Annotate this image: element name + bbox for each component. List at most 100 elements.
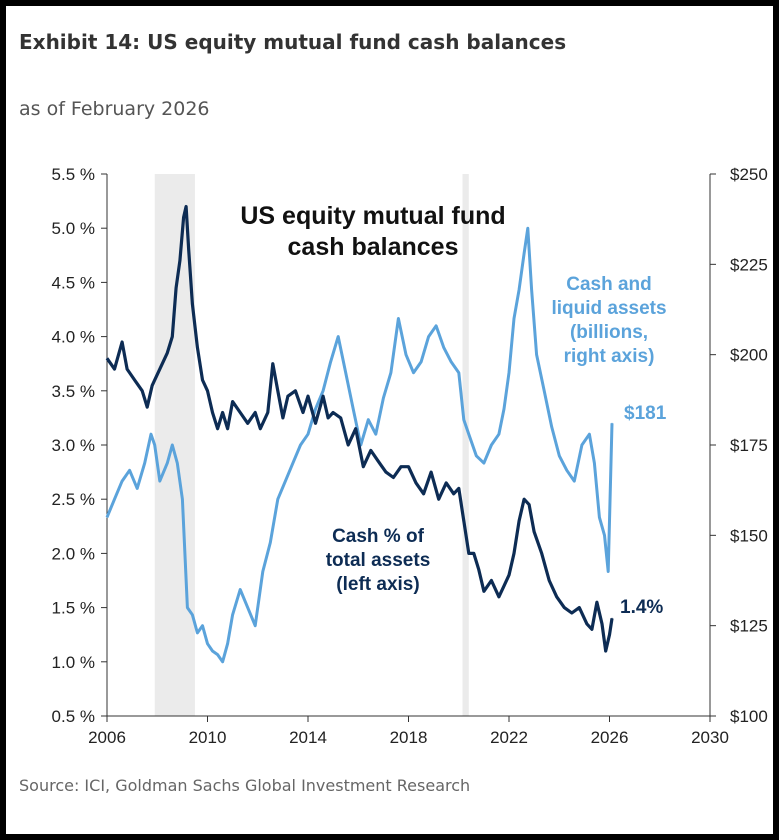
data-point [314, 408, 317, 410]
cash-assets-series [105, 226, 614, 664]
data-point [136, 487, 138, 489]
data-point [591, 628, 593, 630]
left-y-tick-label: 3.5 % [52, 382, 95, 401]
right-y-tick-label: $250 [730, 165, 768, 184]
data-point [287, 395, 289, 397]
chart-inner-title: cash balances [288, 233, 459, 261]
data-point [269, 542, 271, 544]
data-point [106, 516, 108, 518]
exhibit-title: Exhibit 14: US equity mutual fund cash b… [19, 30, 567, 54]
data-point [302, 411, 304, 414]
data-point [196, 632, 198, 634]
data-point [355, 428, 357, 430]
data-point [206, 390, 209, 392]
data-point [508, 574, 510, 576]
data-point [463, 520, 465, 522]
data-point [543, 390, 545, 392]
data-point [551, 426, 553, 428]
data-point [191, 614, 193, 616]
data-point [307, 433, 309, 435]
data-point [571, 612, 573, 614]
data-point [201, 379, 204, 381]
data-point [563, 607, 565, 609]
data-point [588, 433, 591, 435]
data-point [150, 433, 152, 435]
chart-annotations: US equity mutual fund cash balances Cash a… [240, 202, 666, 618]
data-point [392, 476, 394, 479]
data-point [175, 287, 177, 289]
data-point [541, 552, 543, 555]
data-point [159, 480, 161, 482]
data-point [239, 588, 241, 591]
data-point [420, 361, 422, 363]
data-point [151, 384, 153, 386]
data-point [548, 579, 550, 582]
data-point [435, 325, 437, 327]
left-y-tick-label: 0.5 % [52, 707, 95, 726]
data-point [146, 406, 148, 408]
data-point [598, 516, 601, 518]
x-tick-label: 2030 [691, 728, 729, 747]
data-point [121, 480, 123, 482]
data-point [415, 482, 417, 484]
data-point [186, 607, 188, 609]
data-point [531, 289, 533, 291]
x-tick-label: 2010 [189, 728, 227, 747]
data-point [307, 395, 309, 397]
cash-assets-label: (billions, [570, 322, 648, 343]
data-point [314, 422, 317, 424]
data-point [518, 520, 520, 522]
data-point [611, 422, 613, 424]
data-point [340, 417, 342, 419]
data-point [382, 397, 384, 399]
source-note: Source: ICI, Goldman Sachs Global Invest… [19, 776, 471, 795]
data-point [438, 498, 440, 500]
data-point [556, 596, 558, 598]
data-point [181, 498, 183, 500]
data-point [443, 346, 445, 348]
data-point [322, 390, 324, 392]
data-point [217, 654, 219, 656]
data-point [166, 462, 168, 464]
data-point [405, 354, 407, 356]
left-y-tick-label: 4.5 % [52, 273, 95, 292]
data-point [430, 471, 432, 473]
data-point [259, 428, 261, 430]
data-point [217, 428, 219, 430]
chart-axes: 2006 2010 2014 2018 2022 2026 2030 0.5 % 1.0 % 1.… [52, 165, 768, 747]
data-point [292, 462, 294, 464]
data-point [375, 433, 377, 435]
left-y-tick-label: 2.5 % [52, 490, 95, 509]
data-point [227, 643, 229, 645]
data-point [299, 444, 302, 446]
data-point [581, 444, 583, 446]
data-point [337, 336, 339, 338]
data-point [345, 372, 347, 374]
data-point [367, 419, 369, 421]
data-point [362, 466, 364, 468]
left-y-tick-label: 3.0 % [52, 436, 95, 455]
data-point [232, 614, 234, 616]
data-point [176, 462, 178, 464]
data-point [277, 498, 279, 500]
recession-band [462, 174, 469, 716]
data-point [400, 466, 402, 468]
data-point [558, 455, 560, 457]
data-point [277, 390, 279, 392]
x-tick-label: 2018 [390, 728, 428, 747]
data-point [247, 607, 249, 609]
data-point [188, 249, 190, 251]
data-point [578, 607, 580, 609]
data-point [121, 341, 123, 343]
data-point [573, 480, 575, 482]
data-point [528, 504, 530, 506]
data-point [159, 368, 161, 370]
data-point [608, 634, 611, 636]
data-point [272, 363, 274, 365]
data-point [179, 260, 181, 262]
data-point [412, 372, 415, 374]
data-point [533, 531, 535, 533]
data-point [254, 625, 256, 627]
data-point [445, 482, 447, 484]
